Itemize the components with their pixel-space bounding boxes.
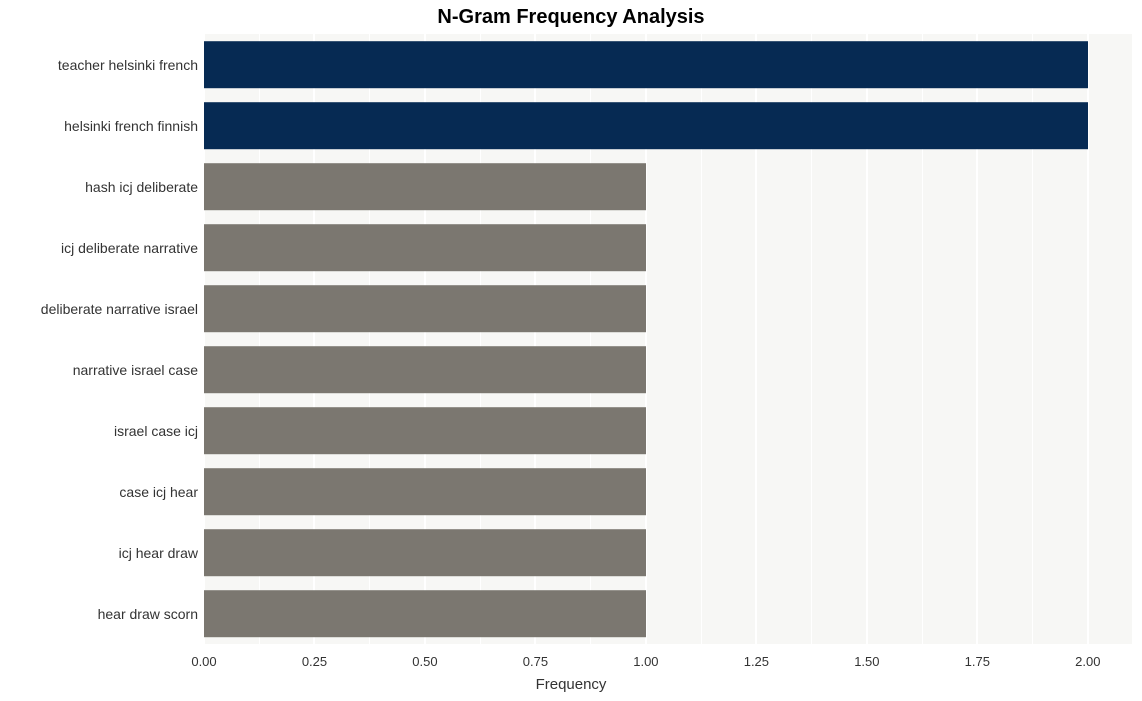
bar bbox=[204, 590, 646, 638]
bar bbox=[204, 163, 646, 211]
bar bbox=[204, 285, 646, 333]
chart-row bbox=[204, 95, 1132, 156]
x-tick-label: 0.50 bbox=[412, 654, 437, 669]
y-tick-label: icj hear draw bbox=[119, 545, 198, 561]
x-tick-label: 1.75 bbox=[965, 654, 990, 669]
chart-row bbox=[204, 400, 1132, 461]
y-tick-label: hash icj deliberate bbox=[85, 179, 198, 195]
y-tick-label: hear draw scorn bbox=[98, 606, 198, 622]
chart-title: N-Gram Frequency Analysis bbox=[0, 6, 1142, 29]
bar bbox=[204, 102, 1088, 150]
y-tick-label: helsinki french finnish bbox=[64, 118, 198, 134]
chart-row bbox=[204, 278, 1132, 339]
x-tick-label: 1.00 bbox=[633, 654, 658, 669]
chart-row bbox=[204, 583, 1132, 644]
y-tick-label: narrative israel case bbox=[73, 362, 198, 378]
plot-area bbox=[204, 34, 1132, 644]
chart-row bbox=[204, 339, 1132, 400]
chart-row bbox=[204, 34, 1132, 95]
bar bbox=[204, 407, 646, 455]
x-tick-label: 1.25 bbox=[744, 654, 769, 669]
ngram-frequency-chart: N-Gram Frequency Analysis Frequency teac… bbox=[0, 0, 1142, 701]
x-axis-label: Frequency bbox=[0, 676, 1142, 693]
x-tick-label: 0.00 bbox=[191, 654, 216, 669]
x-tick-label: 2.00 bbox=[1075, 654, 1100, 669]
chart-row bbox=[204, 217, 1132, 278]
chart-row bbox=[204, 156, 1132, 217]
y-tick-label: deliberate narrative israel bbox=[41, 301, 198, 317]
bar bbox=[204, 41, 1088, 89]
x-tick-label: 0.75 bbox=[523, 654, 548, 669]
y-tick-label: israel case icj bbox=[114, 423, 198, 439]
chart-row bbox=[204, 522, 1132, 583]
y-tick-label: icj deliberate narrative bbox=[61, 240, 198, 256]
y-tick-label: case icj hear bbox=[119, 484, 198, 500]
bar bbox=[204, 468, 646, 516]
bar bbox=[204, 346, 646, 394]
x-tick-label: 1.50 bbox=[854, 654, 879, 669]
x-tick-label: 0.25 bbox=[302, 654, 327, 669]
bar bbox=[204, 224, 646, 272]
y-tick-label: teacher helsinki french bbox=[58, 57, 198, 73]
bar bbox=[204, 529, 646, 577]
chart-row bbox=[204, 461, 1132, 522]
